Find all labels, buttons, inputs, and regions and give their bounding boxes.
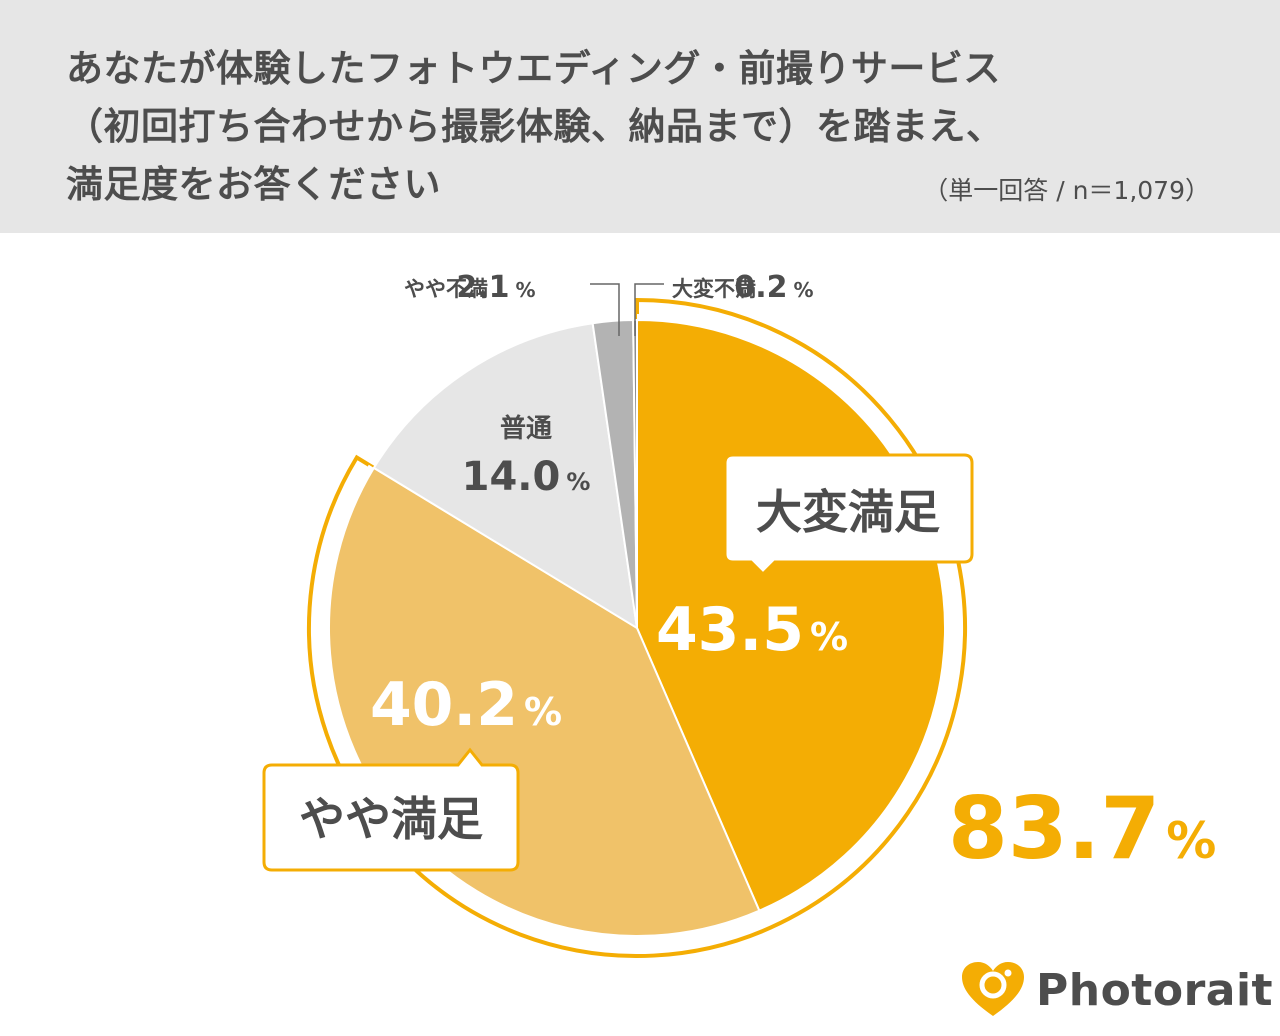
slice-value-1: 40.2%: [370, 670, 562, 740]
chart-title-line-3: 満足度をお答ください: [66, 163, 441, 206]
slice-label-4: 大変不満: [672, 277, 756, 301]
slice-label-3: やや不満: [404, 277, 488, 301]
slice-label-2: 普通: [500, 413, 552, 444]
slice-value-0: 43.5%: [656, 595, 848, 665]
callout-bubble-1: [262, 747, 520, 872]
heart-camera-icon: [962, 962, 1024, 1016]
slice-value-3: 2.1%: [456, 270, 535, 305]
slice-value-2: 14.0%: [462, 454, 591, 500]
leader-line-3: [590, 283, 620, 336]
callout-bubble-0: [723, 453, 974, 577]
slice-value-4: 0.2%: [734, 270, 813, 305]
sample-note: （単一回答 / n＝1,079）: [923, 176, 1210, 205]
pie-slice-2: [372, 322, 639, 630]
leader-line-4: [634, 283, 664, 336]
brand-logo: Photorait: [962, 962, 1273, 1018]
slice-label-0: 大変満足: [756, 485, 940, 539]
chart-title-line-1: あなたが体験したフォトウエディング・前撮りサービス: [66, 47, 1001, 90]
slice-label-1: やや満足: [299, 792, 483, 846]
combined-satisfied-value: 83.7%: [948, 779, 1216, 879]
brand-logo-text: Photorait: [1036, 964, 1274, 1016]
chart-header: あなたが体験したフォトウエディング・前撮りサービス （初回打ち合わせから撮影体験…: [0, 0, 1280, 233]
chart-title-line-2: （初回打ち合わせから撮影体験、納品まで）を踏まえ、: [66, 105, 1004, 148]
